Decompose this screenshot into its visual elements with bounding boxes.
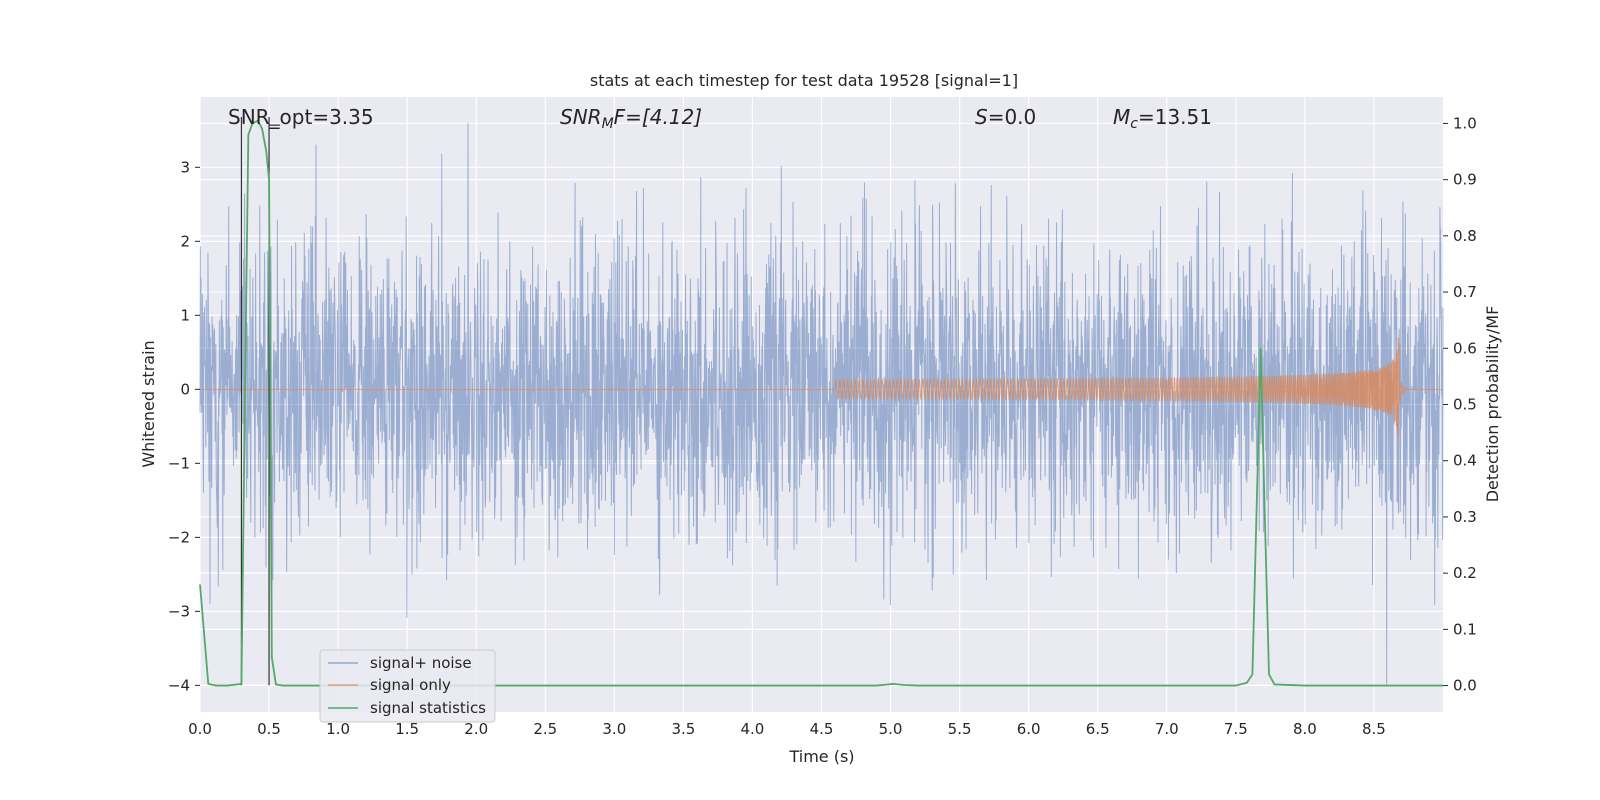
annotation-mc: Mc=13.51 xyxy=(1113,105,1212,132)
y-axis-label: Whitened strain xyxy=(139,340,158,467)
annotation-s: S=0.0 xyxy=(975,105,1036,129)
legend-box xyxy=(319,649,496,723)
x-tick-label: 2.5 xyxy=(533,720,557,738)
x-tick-label: 1.5 xyxy=(395,720,419,738)
x-tick-label: 5.5 xyxy=(948,720,972,738)
x-tick-label: 3.5 xyxy=(671,720,695,738)
x-tick-label: 4.0 xyxy=(741,720,765,738)
annotation-s-rest: =0.0 xyxy=(988,105,1037,129)
annotation-snr-mf-rest: F=[4.12] xyxy=(614,105,702,129)
y2-axis-label: Detection probability/MF xyxy=(1483,306,1502,503)
series-signal-only xyxy=(200,337,1443,438)
x-tick-label: 7.5 xyxy=(1224,720,1248,738)
y-axis-ticks: −4 −3 −2 −1 0 1 2 3 xyxy=(168,158,200,694)
annotation-mc-rest: =13.51 xyxy=(1138,105,1212,129)
y-tick-label: −3 xyxy=(168,602,190,620)
legend-label-signal: signal only xyxy=(370,676,451,694)
annotation-mc-var: M xyxy=(1113,105,1130,129)
signal-line xyxy=(200,337,1443,438)
series-signal-plus-noise xyxy=(199,122,1444,686)
y2-axis-ticks: 0.0 0.1 0.2 0.3 0.4 0.5 0.6 0.7 0.8 0.9 1.0 xyxy=(1443,114,1477,695)
x-tick-label: 0.0 xyxy=(188,720,212,738)
y-tick-label: −4 xyxy=(168,676,190,694)
x-tick-label: 6.5 xyxy=(1086,720,1110,738)
y-tick-label: 3 xyxy=(180,158,190,176)
y-tick-label: 1 xyxy=(180,306,190,324)
annotation-snr-mf-sub: M xyxy=(602,116,614,132)
x-tick-label: 6.0 xyxy=(1017,720,1041,738)
legend: signal+ noise signal only signal statist… xyxy=(319,649,496,723)
y2-tick-label: 0.7 xyxy=(1453,283,1477,301)
y-tick-label: 2 xyxy=(180,232,190,250)
annotation-mc-sub: c xyxy=(1130,116,1138,132)
annotation-s-var: S xyxy=(975,105,988,129)
y-tick-label: −1 xyxy=(168,454,190,472)
legend-label-stats: signal statistics xyxy=(370,699,486,717)
x-tick-label: 0.5 xyxy=(257,720,281,738)
x-tick-label: 4.5 xyxy=(810,720,834,738)
x-axis-ticks: 0.0 0.5 1.0 1.5 2.0 2.5 3.0 3.5 4.0 4.5 5.0 5.5 6.0 6… xyxy=(188,720,1386,738)
x-axis-label: Time (s) xyxy=(788,747,854,766)
x-tick-label: 2.0 xyxy=(464,720,488,738)
y2-tick-label: 0.4 xyxy=(1453,452,1477,470)
x-tick-label: 5.0 xyxy=(879,720,903,738)
annotation-snr-mf-var: SNR xyxy=(560,105,602,129)
y2-tick-label: 0.8 xyxy=(1453,227,1477,245)
x-tick-label: 7.0 xyxy=(1155,720,1179,738)
x-tick-label: 8.0 xyxy=(1293,720,1317,738)
y-tick-label: −2 xyxy=(168,528,190,546)
y2-tick-label: 0.2 xyxy=(1453,564,1477,582)
annotation-snr-mf: SNRMF=[4.12] xyxy=(560,105,702,132)
y2-tick-label: 0.1 xyxy=(1453,620,1477,638)
noise-line xyxy=(199,122,1444,686)
x-tick-label: 1.0 xyxy=(326,720,350,738)
x-tick-label: 8.5 xyxy=(1362,720,1386,738)
y2-tick-label: 0.0 xyxy=(1453,677,1477,695)
y2-tick-label: 0.5 xyxy=(1453,396,1477,414)
y2-tick-label: 0.9 xyxy=(1453,171,1477,189)
y2-tick-label: 0.3 xyxy=(1453,508,1477,526)
y2-tick-label: 0.6 xyxy=(1453,339,1477,357)
annotation-snr-opt: SNR_opt=3.35 xyxy=(228,105,374,129)
y-tick-label: 0 xyxy=(180,380,190,398)
y2-tick-label: 1.0 xyxy=(1453,114,1477,132)
legend-label-noise: signal+ noise xyxy=(370,654,472,672)
chart-title: stats at each timestep for test data 195… xyxy=(590,71,1018,90)
x-tick-label: 3.0 xyxy=(602,720,626,738)
